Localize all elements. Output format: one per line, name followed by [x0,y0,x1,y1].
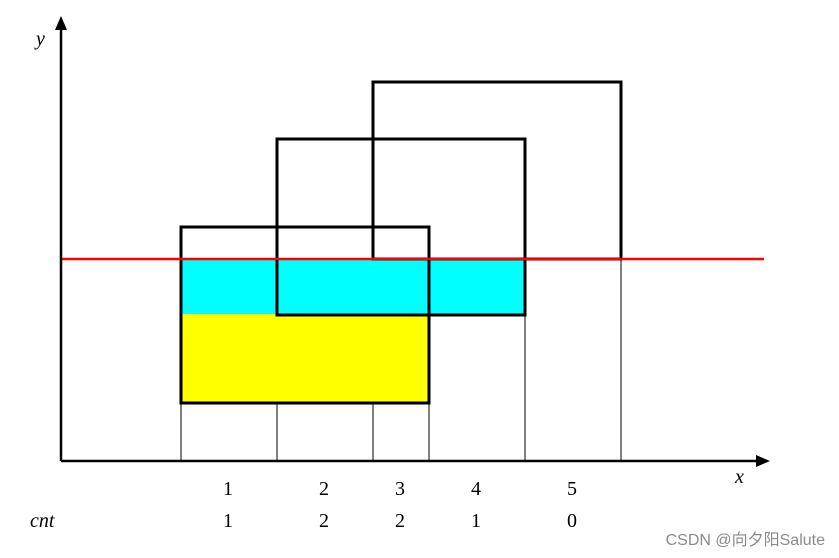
interval-cnt-1: 1 [223,510,233,532]
watermark: CSDN @向夕阳Salute [665,532,825,549]
cyan-region-right [429,259,525,314]
y-axis-label: y [36,28,45,50]
interval-index-4: 4 [471,478,481,500]
rectangle-3 [371,80,623,261]
x-axis-arrow-icon [756,455,770,467]
interval-cnt-5: 0 [567,510,577,532]
yellow-region [181,314,429,403]
x-axis-label: x [735,466,744,488]
interval-index-3: 3 [395,478,405,500]
interval-index-2: 2 [319,478,329,500]
y-axis-arrow-icon [55,16,67,30]
rectangle-2 [275,137,527,317]
interval-cnt-4: 1 [471,510,481,532]
projection-lines [180,259,622,461]
interval-cnt-2: 2 [319,510,329,532]
interval-index-1: 1 [223,478,233,500]
cyan-region-left [181,259,429,314]
interval-index-5: 5 [567,478,577,500]
interval-cnt-3: 2 [395,510,405,532]
cnt-row-label: cnt [30,510,55,532]
